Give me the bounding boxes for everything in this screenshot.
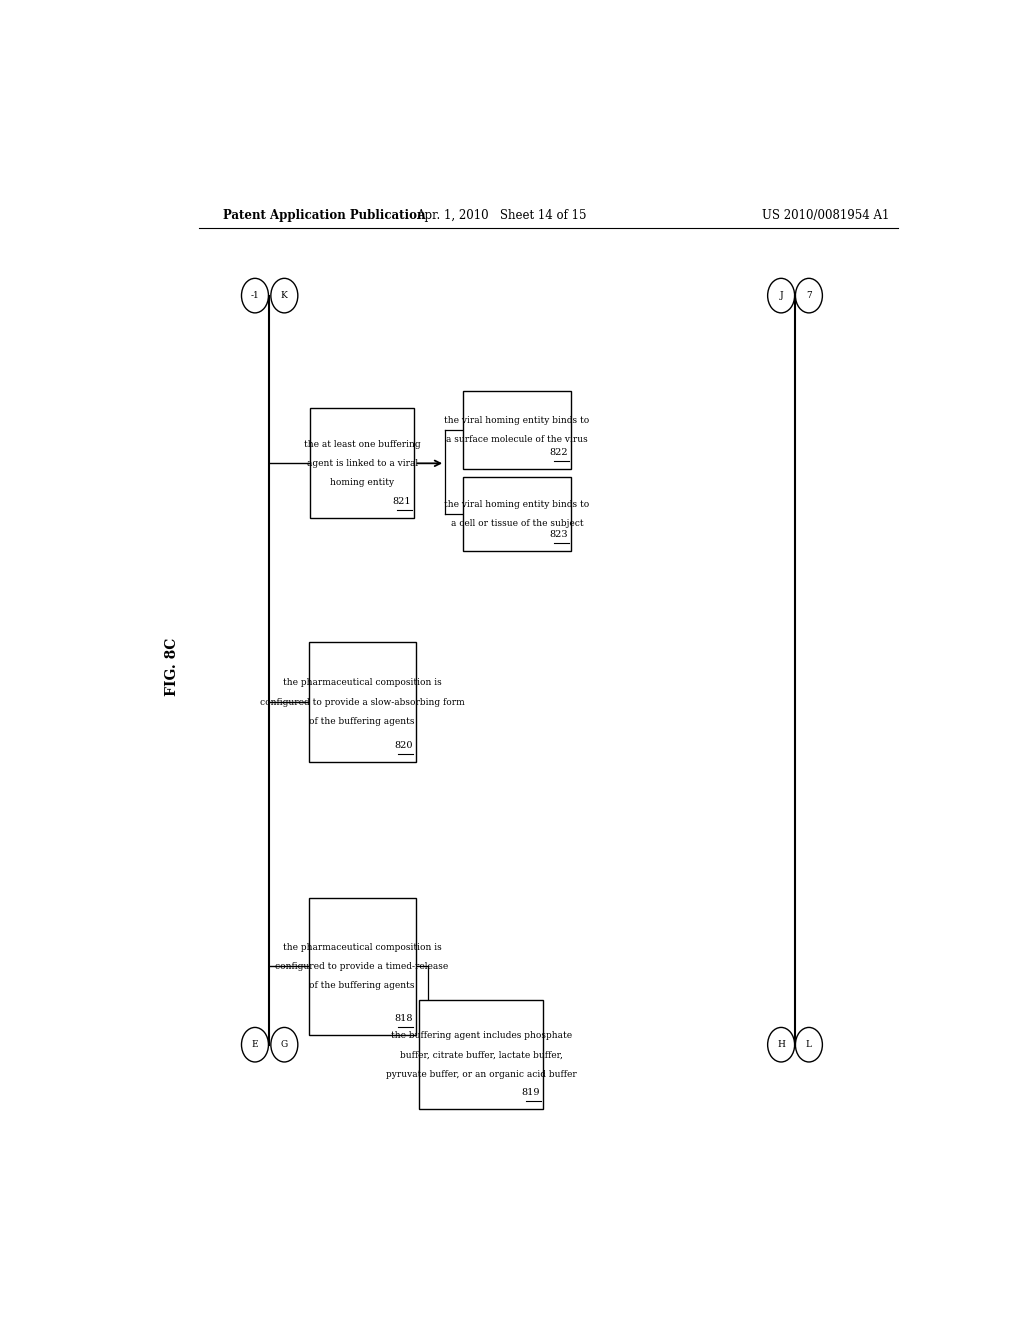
Text: Apr. 1, 2010   Sheet 14 of 15: Apr. 1, 2010 Sheet 14 of 15 (416, 209, 587, 222)
Text: E: E (252, 1040, 258, 1049)
Text: the viral homing entity binds to: the viral homing entity binds to (444, 500, 590, 510)
Text: a surface molecule of the virus: a surface molecule of the virus (446, 434, 588, 444)
Text: pyruvate buffer, or an organic acid buffer: pyruvate buffer, or an organic acid buff… (386, 1069, 577, 1078)
FancyBboxPatch shape (463, 477, 571, 552)
FancyBboxPatch shape (419, 1001, 544, 1109)
Text: the buffering agent includes phosphate: the buffering agent includes phosphate (390, 1031, 571, 1040)
Text: Patent Application Publication: Patent Application Publication (223, 209, 426, 222)
Text: a cell or tissue of the subject: a cell or tissue of the subject (451, 519, 584, 528)
Text: 823: 823 (550, 531, 568, 539)
Text: J: J (779, 292, 783, 300)
Text: US 2010/0081954 A1: US 2010/0081954 A1 (763, 209, 890, 222)
FancyBboxPatch shape (463, 391, 571, 469)
Text: the pharmaceutical composition is: the pharmaceutical composition is (283, 678, 441, 688)
Text: G: G (281, 1040, 288, 1049)
Text: 818: 818 (394, 1014, 413, 1023)
FancyBboxPatch shape (309, 408, 415, 519)
Text: of the buffering agents: of the buffering agents (309, 717, 415, 726)
Text: -1: -1 (251, 292, 259, 300)
Text: agent is linked to a viral: agent is linked to a viral (306, 459, 418, 467)
FancyBboxPatch shape (308, 643, 416, 762)
Text: L: L (806, 1040, 812, 1049)
Text: configured to provide a slow-absorbing form: configured to provide a slow-absorbing f… (260, 698, 465, 706)
Text: 820: 820 (394, 741, 413, 750)
Text: H: H (777, 1040, 785, 1049)
Text: 819: 819 (522, 1088, 541, 1097)
Text: FIG. 8C: FIG. 8C (165, 638, 178, 696)
Text: K: K (281, 292, 288, 300)
Text: 822: 822 (550, 447, 568, 457)
Text: the pharmaceutical composition is: the pharmaceutical composition is (283, 942, 441, 952)
FancyBboxPatch shape (308, 898, 416, 1035)
Text: homing entity: homing entity (330, 478, 394, 487)
Text: of the buffering agents: of the buffering agents (309, 981, 415, 990)
Text: configured to provide a timed-release: configured to provide a timed-release (275, 962, 449, 972)
Text: buffer, citrate buffer, lactate buffer,: buffer, citrate buffer, lactate buffer, (399, 1051, 562, 1060)
Text: the viral homing entity binds to: the viral homing entity binds to (444, 416, 590, 425)
Text: 7: 7 (806, 292, 812, 300)
Text: the at least one buffering: the at least one buffering (304, 440, 421, 449)
Text: 821: 821 (392, 498, 412, 506)
